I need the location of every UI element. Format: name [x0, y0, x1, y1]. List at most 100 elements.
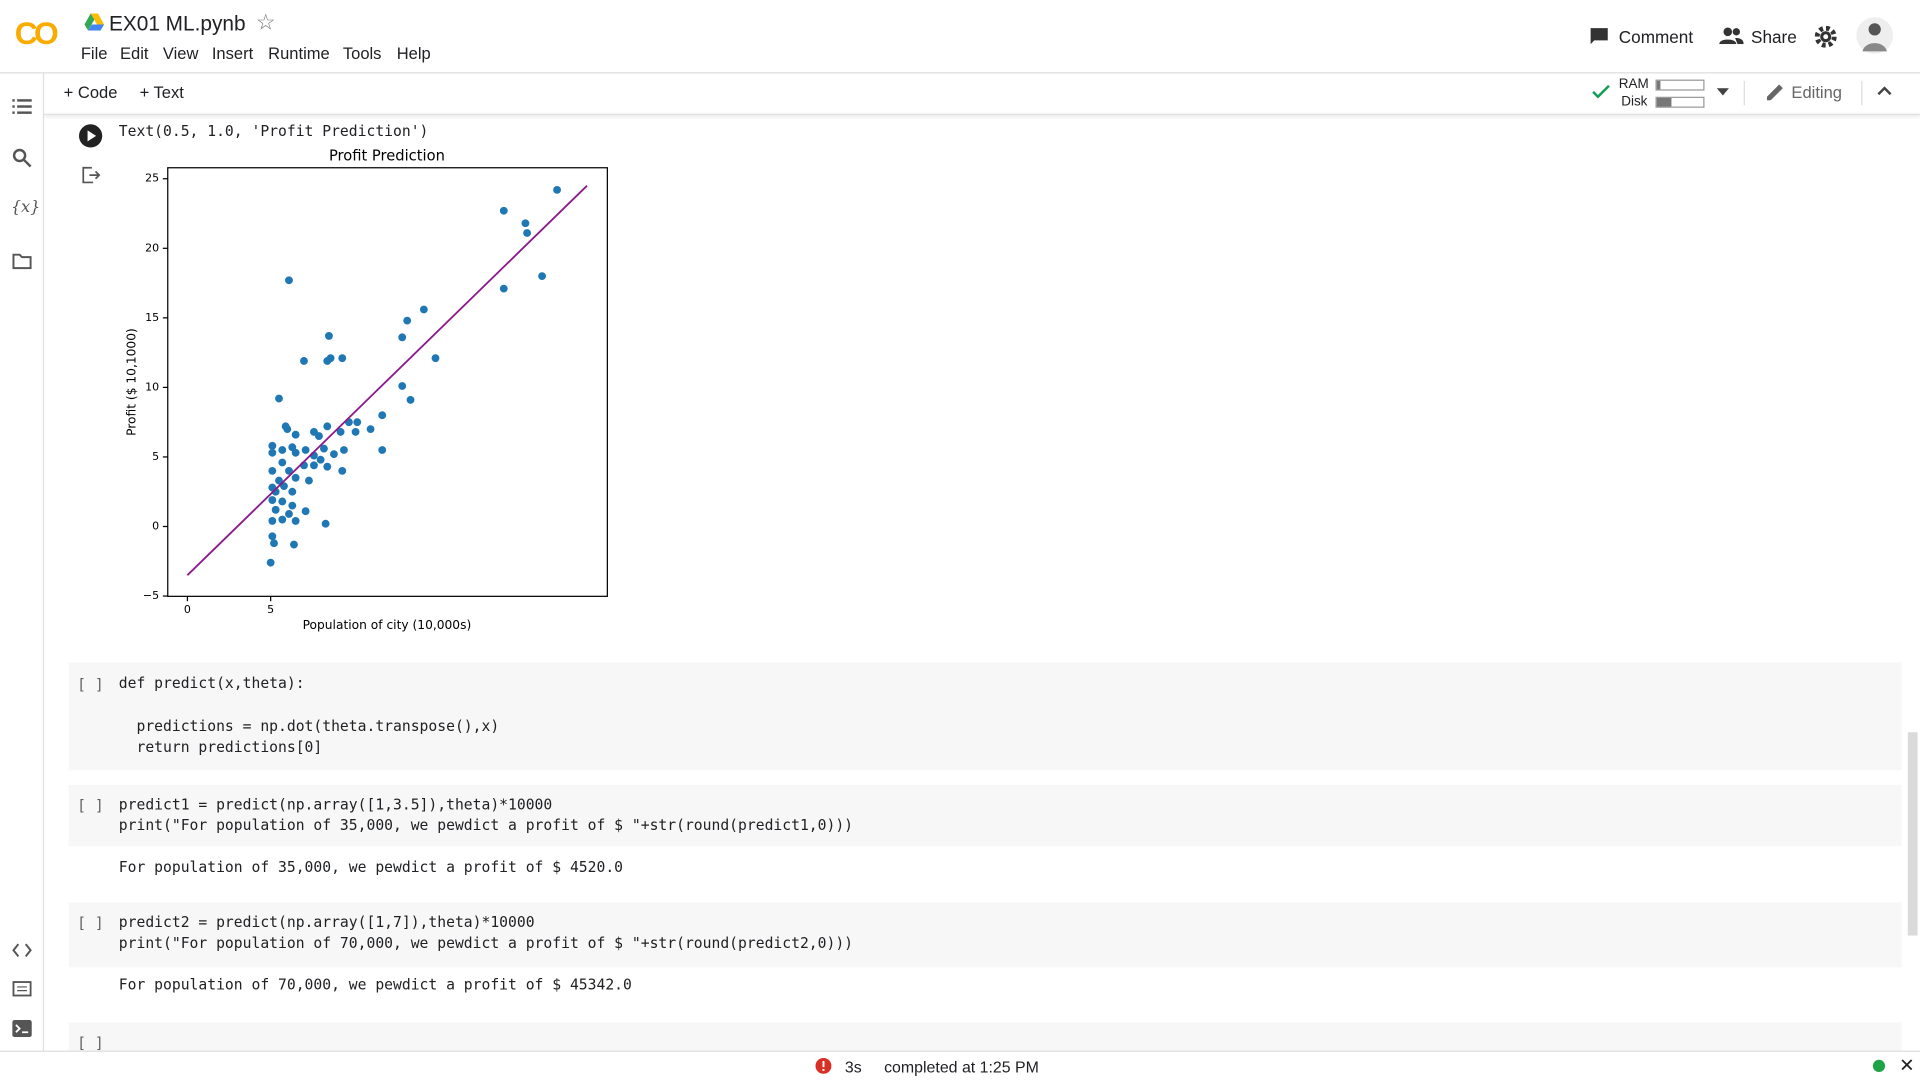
output-text: Text(0.5, 1.0, 'Profit Prediction'): [118, 122, 429, 140]
scatter-point: [270, 539, 278, 548]
editing-mode[interactable]: Editing: [1791, 83, 1842, 102]
disk-label: Disk: [1621, 94, 1648, 109]
scatter-point: [553, 185, 561, 194]
scatter-point: [353, 418, 362, 427]
command-palette-icon[interactable]: [12, 981, 32, 997]
scatter-point: [538, 272, 546, 281]
terminal-icon[interactable]: [12, 1020, 32, 1038]
scatter-point: [271, 505, 280, 514]
avatar[interactable]: [1856, 17, 1894, 54]
resources-dropdown[interactable]: [1716, 88, 1729, 96]
menu-item[interactable]: File: [80, 44, 108, 63]
code-line: predict2 = predict(np.array([1,7]),theta…: [118, 913, 535, 931]
plot-frame: [167, 167, 608, 597]
code-cell[interactable]: [68, 902, 1902, 968]
scatter-point: [406, 395, 415, 404]
comment-button[interactable]: Comment: [1618, 26, 1694, 47]
scatter-point: [268, 448, 277, 457]
scatter-point: [291, 448, 300, 457]
menu-item[interactable]: Runtime: [268, 44, 330, 63]
y-tick-label: 15: [145, 311, 159, 324]
toolbar-shadow: [44, 113, 1920, 116]
share-button[interactable]: Share: [1751, 26, 1797, 47]
comment-icon: [1590, 28, 1608, 45]
scatter-point: [271, 487, 280, 496]
add-text-button[interactable]: + Text: [139, 83, 184, 102]
scatter-point: [278, 458, 287, 467]
toc-icon[interactable]: [12, 98, 32, 115]
scatter-point: [321, 519, 330, 528]
scatter-point: [268, 532, 277, 541]
scatter-point: [366, 425, 375, 434]
menu-item[interactable]: Edit: [120, 44, 149, 63]
scatter-point: [521, 219, 530, 228]
scatter-point: [330, 450, 338, 459]
divider: [1743, 80, 1745, 106]
divider: [0, 72, 1920, 74]
scatter-point: [291, 430, 300, 439]
menu-item[interactable]: Tools: [342, 44, 382, 63]
y-tick-label: 25: [145, 172, 159, 185]
settings-button[interactable]: [1814, 25, 1837, 48]
menu-item[interactable]: Insert: [211, 44, 254, 63]
scatter-point: [266, 558, 275, 567]
code-cell[interactable]: [68, 784, 1902, 847]
connected-check: [1592, 84, 1610, 99]
code-cell[interactable]: [68, 662, 1902, 771]
code-line: predict1 = predict(np.array([1,3.5]),the…: [118, 795, 553, 814]
scatter-point: [268, 466, 277, 475]
scatter-point: [338, 354, 347, 363]
scatter-point: [290, 540, 298, 549]
scatter-point: [499, 284, 508, 293]
exec-time: 3s: [844, 1057, 862, 1077]
code-line: predictions = np.dot(theta.transpose(),x…: [118, 717, 500, 735]
y-axis-label: Profit ($ 10,1000): [125, 328, 139, 436]
divider: [1861, 80, 1863, 106]
code-cell[interactable]: [68, 1022, 1902, 1051]
collapse-button[interactable]: [1877, 86, 1892, 96]
share-icon: [1719, 27, 1744, 45]
scatter-point: [275, 394, 283, 403]
code-line: def predict(x,theta):: [118, 674, 305, 692]
menu-item[interactable]: View: [162, 44, 199, 63]
logo[interactable]: CO: [14, 14, 59, 52]
ram-meter: [1655, 79, 1705, 91]
scatter-point: [301, 446, 310, 454]
star-button[interactable]: ☆: [255, 9, 276, 35]
y-tick-label: 20: [145, 241, 159, 254]
search-icon[interactable]: [12, 148, 32, 168]
cell-prompt[interactable]: [ ]: [77, 914, 104, 932]
scatter-point: [285, 276, 293, 285]
cell-output: For population of 35,000, we pewdict a p…: [118, 858, 624, 876]
files-icon[interactable]: [12, 253, 32, 270]
notebook-title[interactable]: EX01 ML.pynb: [108, 12, 246, 36]
scatter-point: [291, 517, 300, 525]
scatter-point: [291, 473, 300, 482]
close-status[interactable]: ✕: [1899, 1055, 1915, 1077]
scatter-point: [268, 517, 277, 525]
scatter-point: [315, 432, 323, 441]
snippets-icon[interactable]: [12, 943, 32, 958]
scatter-chart: Profit Prediction Population of city (10…: [125, 148, 608, 632]
scatter-point: [323, 462, 332, 471]
scatter-point: [300, 357, 308, 365]
code-line: print("For population of 70,000, we pewd…: [118, 934, 854, 952]
fit-line: [186, 185, 588, 576]
y-tick-label: −5: [143, 589, 159, 602]
run-button[interactable]: [78, 124, 103, 148]
y-tick-label: 5: [152, 450, 159, 463]
scatter-point: [523, 229, 532, 237]
scatter-point: [336, 427, 345, 436]
code-line: print("For population of 35,000, we pewd…: [118, 816, 854, 834]
output-actions-icon[interactable]: [82, 166, 101, 184]
variables-icon[interactable]: {x}: [11, 198, 41, 217]
scatter-point: [305, 476, 313, 485]
scatter-point: [278, 515, 287, 524]
menu-item[interactable]: Help: [396, 44, 431, 63]
code-line: return predictions[0]: [118, 738, 323, 756]
add-code-button[interactable]: + Code: [63, 83, 118, 102]
cell-prompt[interactable]: [ ]: [77, 797, 104, 815]
scrollbar[interactable]: [1907, 732, 1918, 936]
cell-prompt[interactable]: [ ]: [77, 1034, 104, 1052]
cell-prompt[interactable]: [ ]: [77, 675, 104, 694]
